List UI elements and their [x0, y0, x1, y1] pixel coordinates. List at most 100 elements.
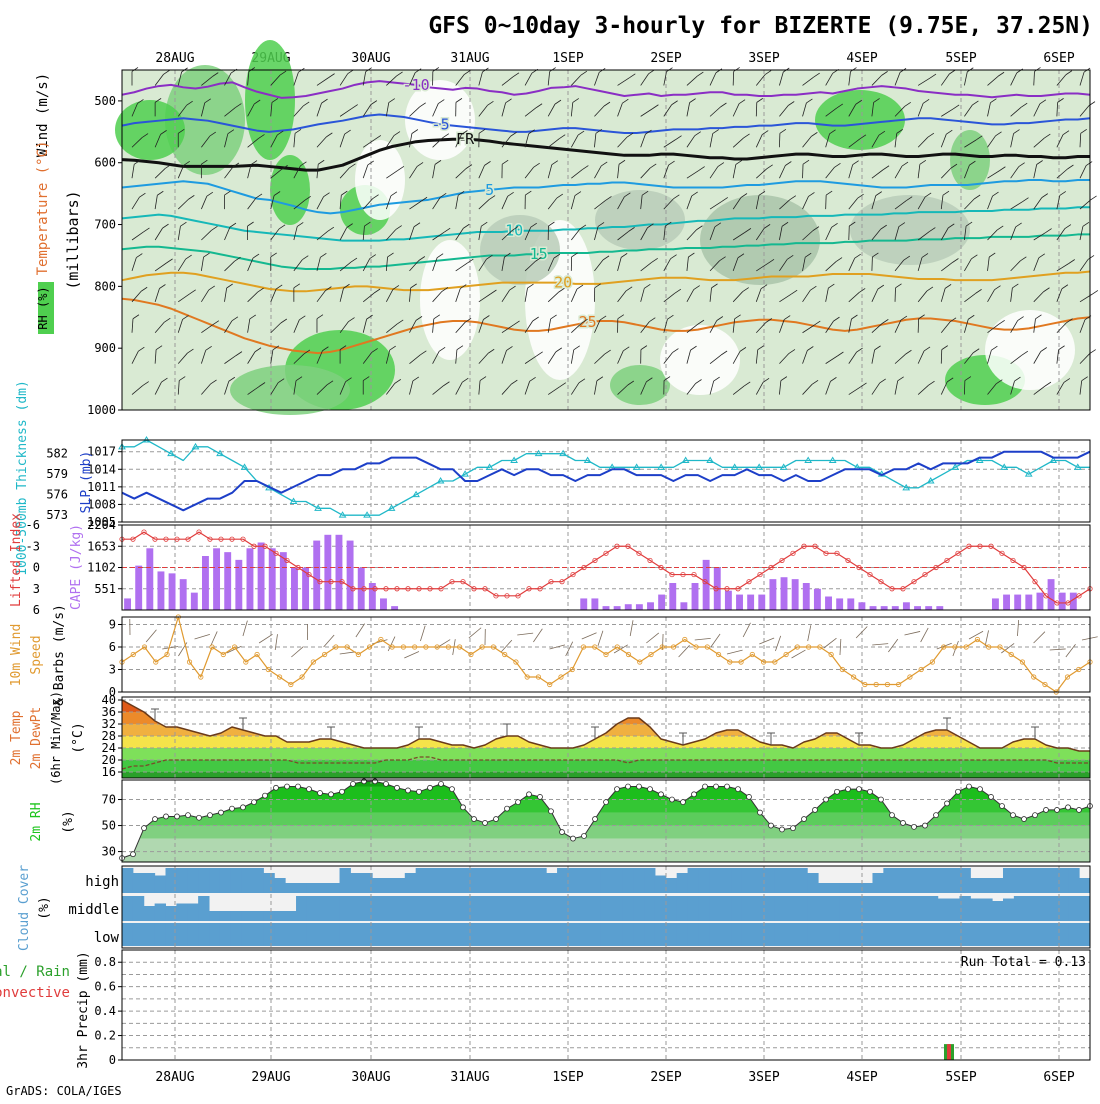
li-axis-label: Lifted Index	[9, 513, 24, 607]
wind10m-barb	[340, 652, 356, 654]
rh2m-marker	[285, 784, 290, 789]
rh2m-marker	[252, 800, 257, 805]
wind10m-barb	[646, 633, 658, 643]
cloud-cell	[459, 896, 470, 921]
temp-color-band	[122, 700, 1090, 712]
rh2m-marker	[417, 789, 422, 794]
cloud-cell	[775, 923, 786, 946]
cloud-cell	[622, 923, 633, 946]
wind-barb-flag	[1090, 350, 1096, 354]
cloud-cell	[840, 923, 851, 946]
cloud-cell	[872, 873, 883, 893]
wind10m-barb	[711, 634, 720, 647]
cloud-cell	[709, 923, 720, 946]
wind10m-barb	[501, 640, 512, 652]
cloud-cell	[133, 873, 144, 893]
date-label-top: 5SEP	[945, 51, 976, 66]
date-label-top: 30AUG	[351, 51, 390, 66]
cloud-cell	[307, 896, 318, 921]
wind-speed-line	[122, 617, 1090, 692]
cloud-cell	[274, 911, 285, 921]
wind10m-barb	[630, 620, 633, 636]
cloud-axis-label: Cloud Cover	[17, 865, 32, 951]
cape-bar	[881, 606, 888, 610]
cloud-cell	[253, 868, 264, 893]
chart-title: GFS 0~10day 3-hourly for BIZERTE (9.75E,…	[428, 13, 1093, 39]
isotherm-label: 5	[485, 181, 494, 199]
rh2m-axis-label: 2m RH	[29, 802, 44, 841]
cloud-cell	[383, 878, 394, 893]
temperature-axis-label: Temperature (°C)	[35, 141, 51, 276]
wind10m-barb	[598, 631, 603, 646]
cape-bar	[247, 548, 254, 610]
wind10m-barb-label: & Barbs (m/s)	[52, 604, 67, 706]
cloud-cell	[970, 878, 981, 893]
cloud-cell	[503, 896, 514, 921]
cloud-cell	[655, 876, 666, 894]
cloud-cell	[949, 899, 960, 922]
y-tick-label: 1000	[87, 403, 116, 417]
rh2m-marker	[1033, 813, 1038, 818]
rh-blob	[700, 195, 820, 285]
cloud-cell	[470, 868, 481, 893]
date-label-bottom: 28AUG	[155, 1070, 194, 1085]
cloud-cell	[166, 923, 177, 946]
date-label-bottom: 29AUG	[251, 1070, 290, 1085]
cloud-cell	[459, 923, 470, 946]
cloud-cell	[709, 896, 720, 921]
cloud-cell	[122, 896, 133, 921]
temp-color-band	[122, 772, 1090, 778]
isotherm-label: -5	[432, 115, 450, 133]
cloud-cell	[644, 868, 655, 893]
temp-unit-label: (°C)	[71, 722, 86, 753]
cape-bar	[135, 566, 142, 610]
cloud-cell	[514, 896, 525, 921]
cloud-cell	[981, 899, 992, 922]
isotherm-label: -10	[403, 76, 430, 94]
cloud-cell	[274, 878, 285, 893]
slp-axis-label: SLP (mb)	[79, 451, 94, 514]
cape-bar	[169, 573, 176, 610]
cloud-cell	[1068, 923, 1079, 946]
rh2m-marker	[494, 817, 499, 822]
rh2m-marker	[769, 823, 774, 828]
rh2m-marker	[714, 784, 719, 789]
cape-axis-label: CAPE (J/kg)	[69, 524, 84, 610]
cape-bar	[180, 579, 187, 610]
cloud-cell	[688, 868, 699, 893]
cloud-cell	[557, 896, 568, 921]
y-tick-label: 50	[102, 819, 116, 833]
y-tick-label: 0.2	[94, 1029, 116, 1043]
cape-bar	[803, 583, 810, 610]
rh-color-band	[122, 813, 1090, 826]
cloud-cell	[633, 896, 644, 921]
cape-bar	[858, 602, 865, 610]
cloud-cell	[231, 868, 242, 893]
cloud-cell	[883, 868, 894, 893]
rh-color-band	[122, 826, 1090, 839]
cloud-cell	[905, 868, 916, 893]
cloud-cell	[318, 923, 329, 946]
cloud-cell	[394, 878, 405, 893]
cloud-cell	[176, 904, 187, 922]
cloud-cell	[372, 923, 383, 946]
rh-blob	[230, 365, 350, 415]
cape-bar	[825, 597, 832, 610]
cloud-cell	[285, 911, 296, 921]
cloud-cell	[459, 868, 470, 893]
cloud-cell	[437, 896, 448, 921]
cloud-cell	[1003, 868, 1014, 893]
cloud-cell	[318, 896, 329, 921]
cloud-cell	[764, 896, 775, 921]
wind10m-barb	[566, 642, 573, 656]
cloud-cell	[992, 878, 1003, 893]
cloud-cell	[481, 923, 492, 946]
cloud-cell	[307, 883, 318, 893]
cape-bar	[369, 583, 376, 610]
cloud-cell	[1046, 923, 1057, 946]
cloud-cell	[601, 896, 612, 921]
cloud-cell	[296, 883, 307, 893]
cape-bar	[936, 606, 943, 610]
rh2m-marker	[615, 787, 620, 792]
cloud-cell	[579, 868, 590, 893]
